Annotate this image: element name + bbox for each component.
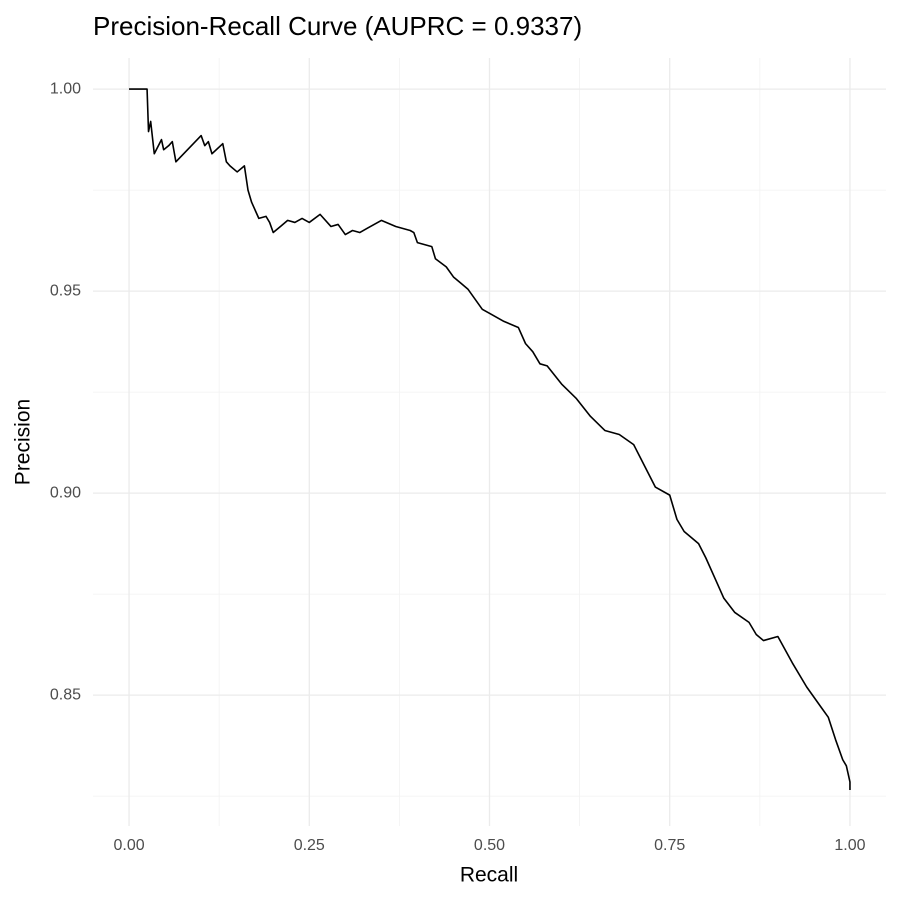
- y-tick-label: 1.00: [50, 80, 81, 97]
- x-tick-label: 1.00: [834, 837, 865, 854]
- line: [129, 88, 851, 791]
- y-tick-label: 0.90: [50, 484, 81, 501]
- x-tick-label: 0.50: [474, 837, 505, 854]
- x-axis-label: Recall: [460, 864, 518, 887]
- y-axis-label: Precision: [12, 399, 35, 485]
- x-tick-label: 0.25: [294, 837, 325, 854]
- x-tick-label: 0.00: [113, 837, 144, 854]
- x-tick-label: 0.75: [654, 837, 685, 854]
- chart-title: Precision-Recall Curve (AUPRC = 0.9337): [93, 11, 582, 41]
- y-tick-label: 0.95: [50, 282, 81, 299]
- y-tick-label: 0.85: [50, 686, 81, 703]
